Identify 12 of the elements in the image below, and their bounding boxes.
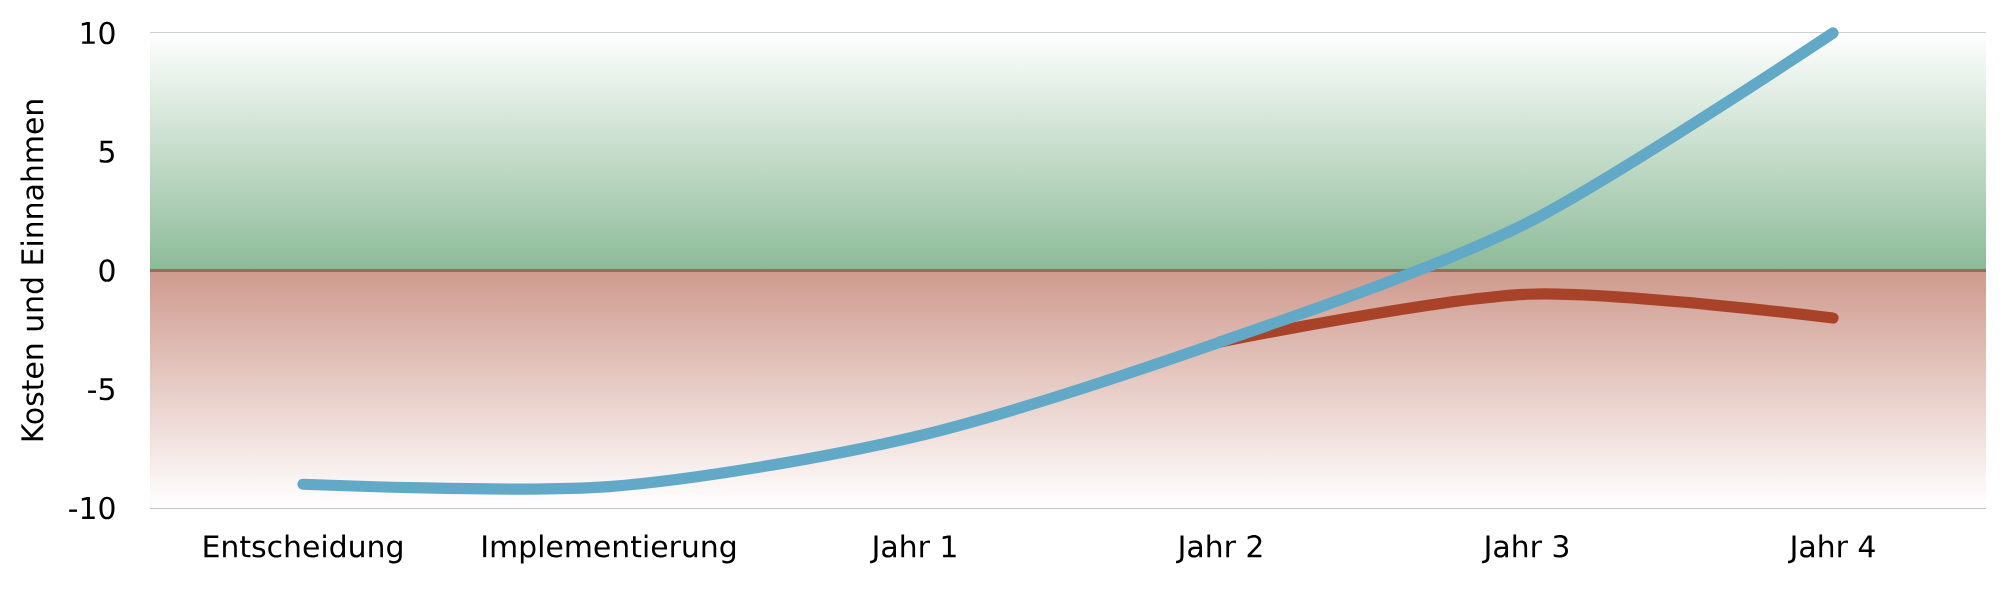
y-tick-label: 10 [81, 21, 115, 45]
x-tick-label: Jahr 4 [1788, 534, 1875, 564]
y-tick-label: -10 [69, 496, 115, 520]
y-axis-title: Kosten und Einnahmen [20, 100, 44, 441]
y-tick-label: 5 [99, 140, 114, 163]
x-tick-label: Jahr 3 [1482, 534, 1568, 564]
x-tick-label: Jahr 2 [1176, 534, 1262, 564]
y-tick-label: -5 [88, 378, 114, 401]
y-tick-label: 0 [99, 259, 115, 282]
x-tick-label: Implementierung [483, 534, 736, 564]
x-tick-label: Entscheidung [204, 534, 402, 564]
x-tick-label: Jahr 1 [870, 534, 956, 564]
